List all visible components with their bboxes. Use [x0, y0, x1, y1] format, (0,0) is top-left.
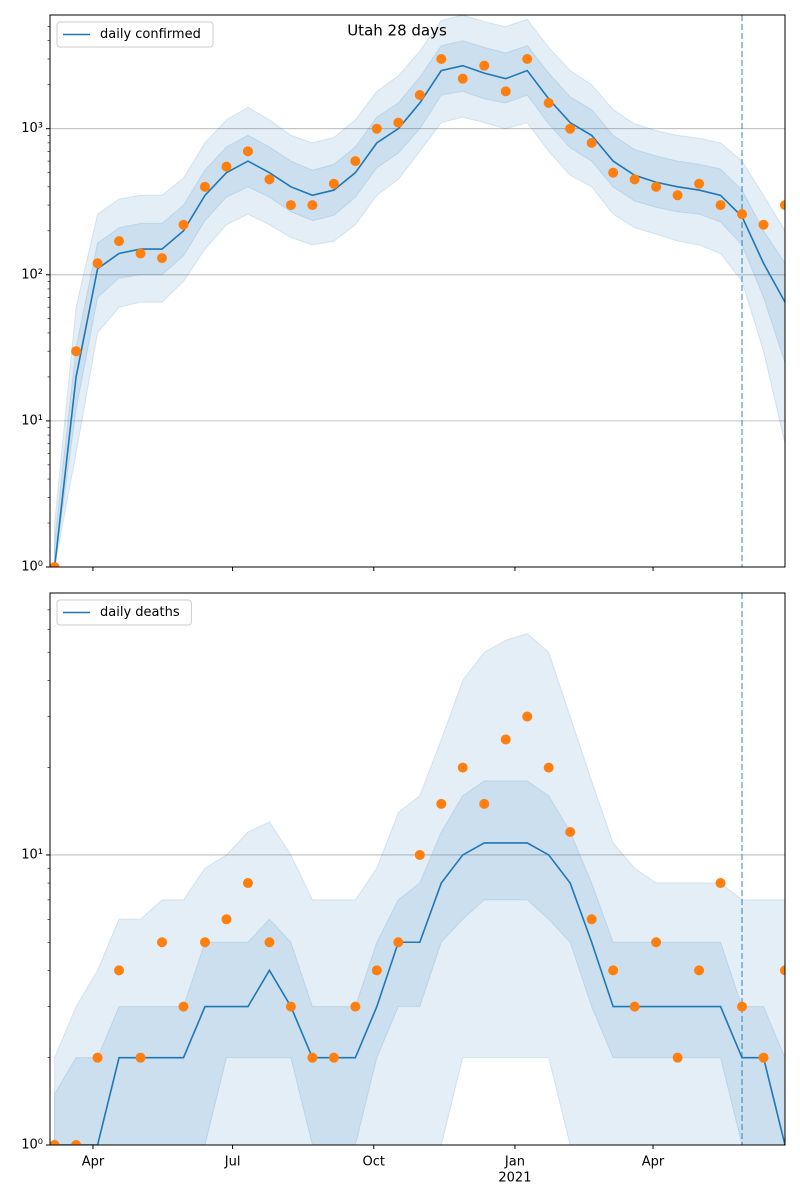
- data-point: [264, 174, 275, 185]
- data-point: [328, 1052, 339, 1063]
- data-point: [715, 200, 726, 211]
- data-point: [694, 965, 705, 976]
- data-point: [780, 965, 785, 976]
- data-point: [92, 1052, 103, 1063]
- data-point: [436, 798, 447, 809]
- y-tick-label: 10⁰: [21, 560, 43, 575]
- data-point: [328, 178, 339, 189]
- legend: daily deaths: [56, 599, 192, 626]
- x-tick-label: Jul: [224, 1155, 241, 1170]
- data-point: [457, 762, 468, 773]
- data-point: [629, 1001, 640, 1012]
- data-point: [285, 200, 296, 211]
- data-point: [586, 137, 597, 148]
- data-point: [285, 1001, 296, 1012]
- axes-frame: [49, 14, 786, 568]
- data-point: [264, 937, 275, 948]
- data-point: [157, 253, 168, 264]
- data-point: [543, 97, 554, 108]
- x-tick-label: Oct: [363, 1155, 385, 1170]
- x-tick-label: Apr: [642, 1155, 665, 1170]
- data-point: [350, 156, 361, 167]
- data-point: [565, 123, 576, 134]
- data-point: [307, 200, 318, 211]
- data-point: [371, 123, 382, 134]
- data-point: [114, 236, 125, 247]
- axes-frame: [49, 592, 786, 1146]
- data-point: [737, 1001, 748, 1012]
- legend-box: [56, 599, 192, 626]
- data-point: [371, 965, 382, 976]
- data-point: [694, 178, 705, 189]
- data-point: [242, 878, 253, 889]
- legend-box: [56, 21, 214, 48]
- series-line: [54, 842, 785, 1145]
- data-point: [350, 1001, 361, 1012]
- data-point: [758, 1052, 769, 1063]
- data-point: [221, 914, 232, 925]
- data-point: [479, 798, 490, 809]
- x-tick-label: Jan: [504, 1155, 525, 1170]
- data-point: [71, 1140, 82, 1145]
- data-point: [414, 849, 425, 860]
- data-point: [178, 219, 189, 230]
- plot-area: [50, 53, 785, 567]
- data-point: [780, 200, 785, 211]
- data-point: [221, 161, 232, 172]
- data-point: [586, 914, 597, 925]
- data-point: [629, 174, 640, 185]
- plot-area: [50, 711, 785, 1145]
- y-tick-label: 10⁰: [21, 1138, 43, 1153]
- series-line: [53, 64, 785, 567]
- legend: daily confirmed: [56, 21, 214, 48]
- data-point: [500, 734, 511, 745]
- y-tick-label: 10²: [21, 267, 43, 282]
- y-tick-label: 10¹: [21, 847, 43, 862]
- data-point: [307, 1052, 318, 1063]
- legend-label: daily confirmed: [100, 27, 201, 42]
- data-point: [565, 826, 576, 837]
- data-point: [737, 209, 748, 220]
- data-point: [135, 1052, 146, 1063]
- data-point: [758, 219, 769, 230]
- data-point: [178, 1001, 189, 1012]
- data-point: [672, 1052, 683, 1063]
- data-point: [135, 248, 146, 259]
- y-tick-label: 10¹: [21, 413, 43, 428]
- data-point: [608, 965, 619, 976]
- data-point: [608, 167, 619, 178]
- data-point: [457, 73, 468, 84]
- data-point: [436, 53, 447, 64]
- data-point: [393, 937, 404, 948]
- legend-label: daily deaths: [100, 605, 180, 620]
- chart-title: Utah 28 days: [347, 22, 447, 40]
- data-point: [242, 146, 253, 157]
- x-tick-sublabel: 2021: [498, 1171, 531, 1186]
- data-point: [500, 86, 511, 97]
- data-point: [479, 60, 490, 71]
- data-point: [651, 937, 662, 948]
- y-tick-label: 10³: [21, 121, 43, 136]
- data-point: [92, 258, 103, 269]
- data-point: [50, 1140, 60, 1145]
- data-point: [71, 346, 82, 357]
- data-point: [157, 937, 168, 948]
- data-point: [393, 117, 404, 128]
- data-point: [522, 711, 533, 722]
- data-point: [114, 965, 125, 976]
- data-point: [543, 762, 554, 773]
- data-point: [715, 878, 726, 889]
- data-point: [672, 190, 683, 201]
- data-point: [199, 937, 210, 948]
- data-point: [199, 181, 210, 192]
- data-point: [651, 181, 662, 192]
- x-tick-label: Apr: [82, 1155, 105, 1170]
- data-point: [50, 562, 60, 567]
- data-point: [522, 53, 533, 64]
- data-point: [414, 90, 425, 101]
